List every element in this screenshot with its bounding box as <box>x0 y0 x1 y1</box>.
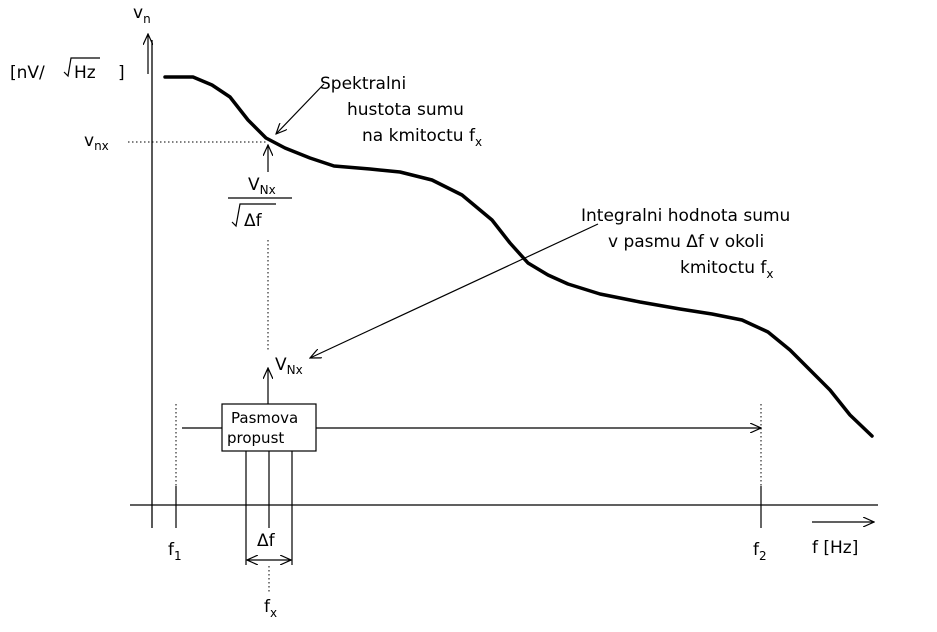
svg-text:]: ] <box>118 63 125 83</box>
spectral-annotation: Spektralni hustota sumu na kmitoctu fx <box>320 74 482 149</box>
svg-text:na kmitoctu fx: na kmitoctu fx <box>362 126 482 149</box>
svg-text:v pasmu Δf v okoli: v pasmu Δf v okoli <box>608 232 764 252</box>
integral-pointer-arrow <box>310 223 599 358</box>
noise-density-curve <box>163 75 874 438</box>
fraction-label: VNx Δf <box>228 175 292 231</box>
x-axis-label: f [Hz] <box>812 538 858 558</box>
level-label: vnx <box>84 131 109 153</box>
svg-text:Hz: Hz <box>74 63 96 83</box>
svg-text:[nV/: [nV/ <box>10 63 45 83</box>
y-axis-symbol: vn <box>133 3 151 26</box>
svg-text:kmitoctu fx: kmitoctu fx <box>680 258 773 281</box>
svg-text:hustota sumu: hustota sumu <box>347 100 464 120</box>
filter-label-line2: propust <box>227 429 284 447</box>
fx-label: fx <box>264 597 277 620</box>
f1-label: f1 <box>168 540 182 563</box>
y-axis-unit: [nV/ Hz ] <box>10 57 125 83</box>
vnx-label: VNx <box>275 355 303 377</box>
filter-label-line1: Pasmova <box>231 409 298 427</box>
svg-text:VNx: VNx <box>248 175 276 197</box>
delta-f-label: Δf <box>257 531 276 551</box>
svg-text:Spektralni: Spektralni <box>320 74 406 94</box>
axes <box>130 40 878 528</box>
spectral-pointer-arrow <box>276 83 325 134</box>
svg-text:Integralni hodnota sumu: Integralni hodnota sumu <box>581 206 790 226</box>
svg-text:Δf: Δf <box>244 211 263 231</box>
sqrt-sign <box>231 203 276 228</box>
sqrt-sign <box>63 57 100 78</box>
integral-annotation: Integralni hodnota sumu v pasmu Δf v oko… <box>581 206 790 281</box>
f2-label: f2 <box>753 540 767 563</box>
